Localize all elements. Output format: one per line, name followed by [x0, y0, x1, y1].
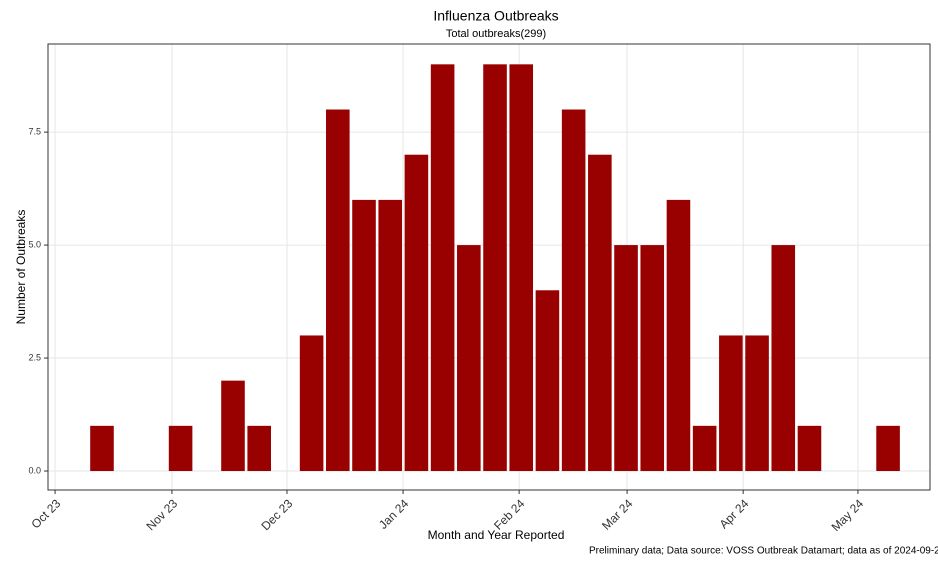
bar — [561, 109, 586, 472]
bar — [509, 64, 534, 472]
bar — [719, 335, 743, 472]
bar — [457, 245, 481, 472]
bar — [326, 109, 350, 472]
y-tick-label: 2.5 — [28, 352, 41, 362]
bar — [90, 425, 114, 472]
bar — [640, 245, 665, 472]
bar — [299, 335, 324, 472]
bar — [614, 245, 638, 472]
bar — [352, 199, 376, 472]
bar — [483, 64, 507, 472]
bar — [430, 64, 455, 472]
y-tick-label: 0.0 — [28, 465, 41, 475]
chart-title: Influenza Outbreaks — [433, 8, 558, 24]
bar — [666, 199, 691, 472]
bar — [168, 425, 193, 472]
caption: Preliminary data; Data source: VOSS Outb… — [589, 546, 938, 557]
bar — [745, 335, 769, 472]
bar — [692, 425, 717, 472]
y-axis-title: Number of Outbreaks — [14, 210, 28, 325]
bar — [378, 199, 403, 472]
bar — [588, 154, 612, 472]
bar — [535, 290, 560, 472]
x-axis-title: Month and Year Reported — [428, 528, 565, 542]
chart-subtitle: Total outbreaks(299) — [446, 28, 546, 40]
bar — [247, 425, 271, 472]
bar — [221, 380, 245, 472]
bar — [404, 154, 429, 472]
bar — [771, 245, 796, 472]
y-tick-label: 5.0 — [28, 239, 41, 249]
plot-border — [47, 43, 931, 491]
bar — [876, 425, 900, 472]
bar — [797, 425, 822, 472]
y-tick-label: 7.5 — [28, 126, 41, 136]
